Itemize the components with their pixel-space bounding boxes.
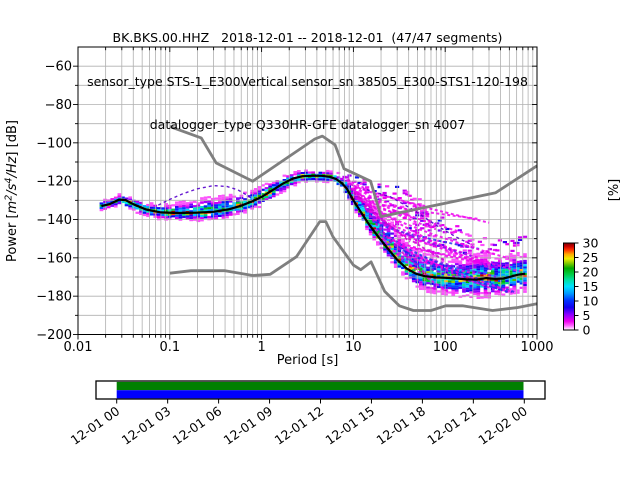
x-tick-label: 0.01 [64,340,93,355]
svg-text:Power [m2/s4/Hz] [dB]: Power [m2/s4/Hz] [dB] [4,120,21,262]
availability-tick-label: 12-01 06 [170,403,225,448]
colorbar-tick-label: 20 [583,265,599,280]
y-tick-label: −80 [45,98,72,113]
low-noise-model-curve [169,220,538,312]
colorbar-tick-label: 25 [583,250,599,265]
availability-bar [95,380,546,400]
figure-title-block: BK.BKS.00.HHZ 2018-12-01 -- 2018-12-01 (… [78,2,537,162]
noise-model-curves [169,125,538,312]
y-tick-label: −120 [36,175,72,190]
axes-frame [73,46,538,340]
grid-lines [77,47,538,335]
x-axis-label: Period [s] [276,353,339,368]
colorbar-tick-label: 0 [583,323,591,338]
y-tick-label: −140 [36,213,72,228]
y-tick-label: −100 [36,136,72,151]
colorbar-tick-label: 5 [583,308,591,323]
y-tick-label: −200 [36,328,72,343]
availability-tick-label: 12-01 15 [323,403,378,448]
percent-label: [%] [607,179,622,202]
availability-tick-label: 12-01 09 [221,403,276,448]
x-tick-label: 100 [433,340,458,355]
title-line-2: sensor_type STS-1_E300Vertical sensor_sn… [87,73,528,89]
colorbar [563,242,575,331]
title-line-3: datalogger_type Q330HR-GFE datalogger_sn… [149,117,466,132]
title-line-1: BK.BKS.00.HHZ 2018-12-01 -- 2018-12-01 (… [112,30,503,45]
availability-tick-label: 12-02 00 [475,403,530,448]
psd-streaks [345,178,521,294]
y-tick-label: −180 [36,290,72,305]
svg-text:[%]: [%] [607,179,622,202]
high-noise-model-curve [169,125,538,218]
availability-tick-label: 12-01 00 [68,403,123,448]
x-tick-labels: 0.01 0.1 1 10 100 1000 [64,340,554,355]
availability-tick-label: 12-01 21 [424,403,479,448]
y-axis-label: Power [m2/s4/Hz] [dB] [4,120,21,262]
mode-psd-line [101,174,526,281]
x-tick-label: 10 [345,340,362,355]
x-tick-label: 0.1 [159,340,180,355]
y-tick-labels: −60 −80 −100 −120 −140 −160 −180 −200 [36,60,72,343]
availability-coverage-segment [116,381,524,391]
x-tick-label: 1000 [520,340,553,355]
y-tick-label: −60 [45,60,72,75]
x-tick-label: 1 [257,340,265,355]
colorbar-tick-label: 10 [583,294,599,309]
dashed-low-power-curves [157,184,474,247]
availability-tick-label: 12-01 18 [373,403,428,448]
colorbar-tick-label: 15 [583,279,599,294]
availability-extent-segment [116,390,524,399]
colorbar-tick-label: 30 [583,236,599,251]
availability-tick-label: 12-01 03 [119,403,174,448]
y-tick-label: −160 [36,251,72,266]
availability-tick-label: 12-01 12 [272,403,327,448]
